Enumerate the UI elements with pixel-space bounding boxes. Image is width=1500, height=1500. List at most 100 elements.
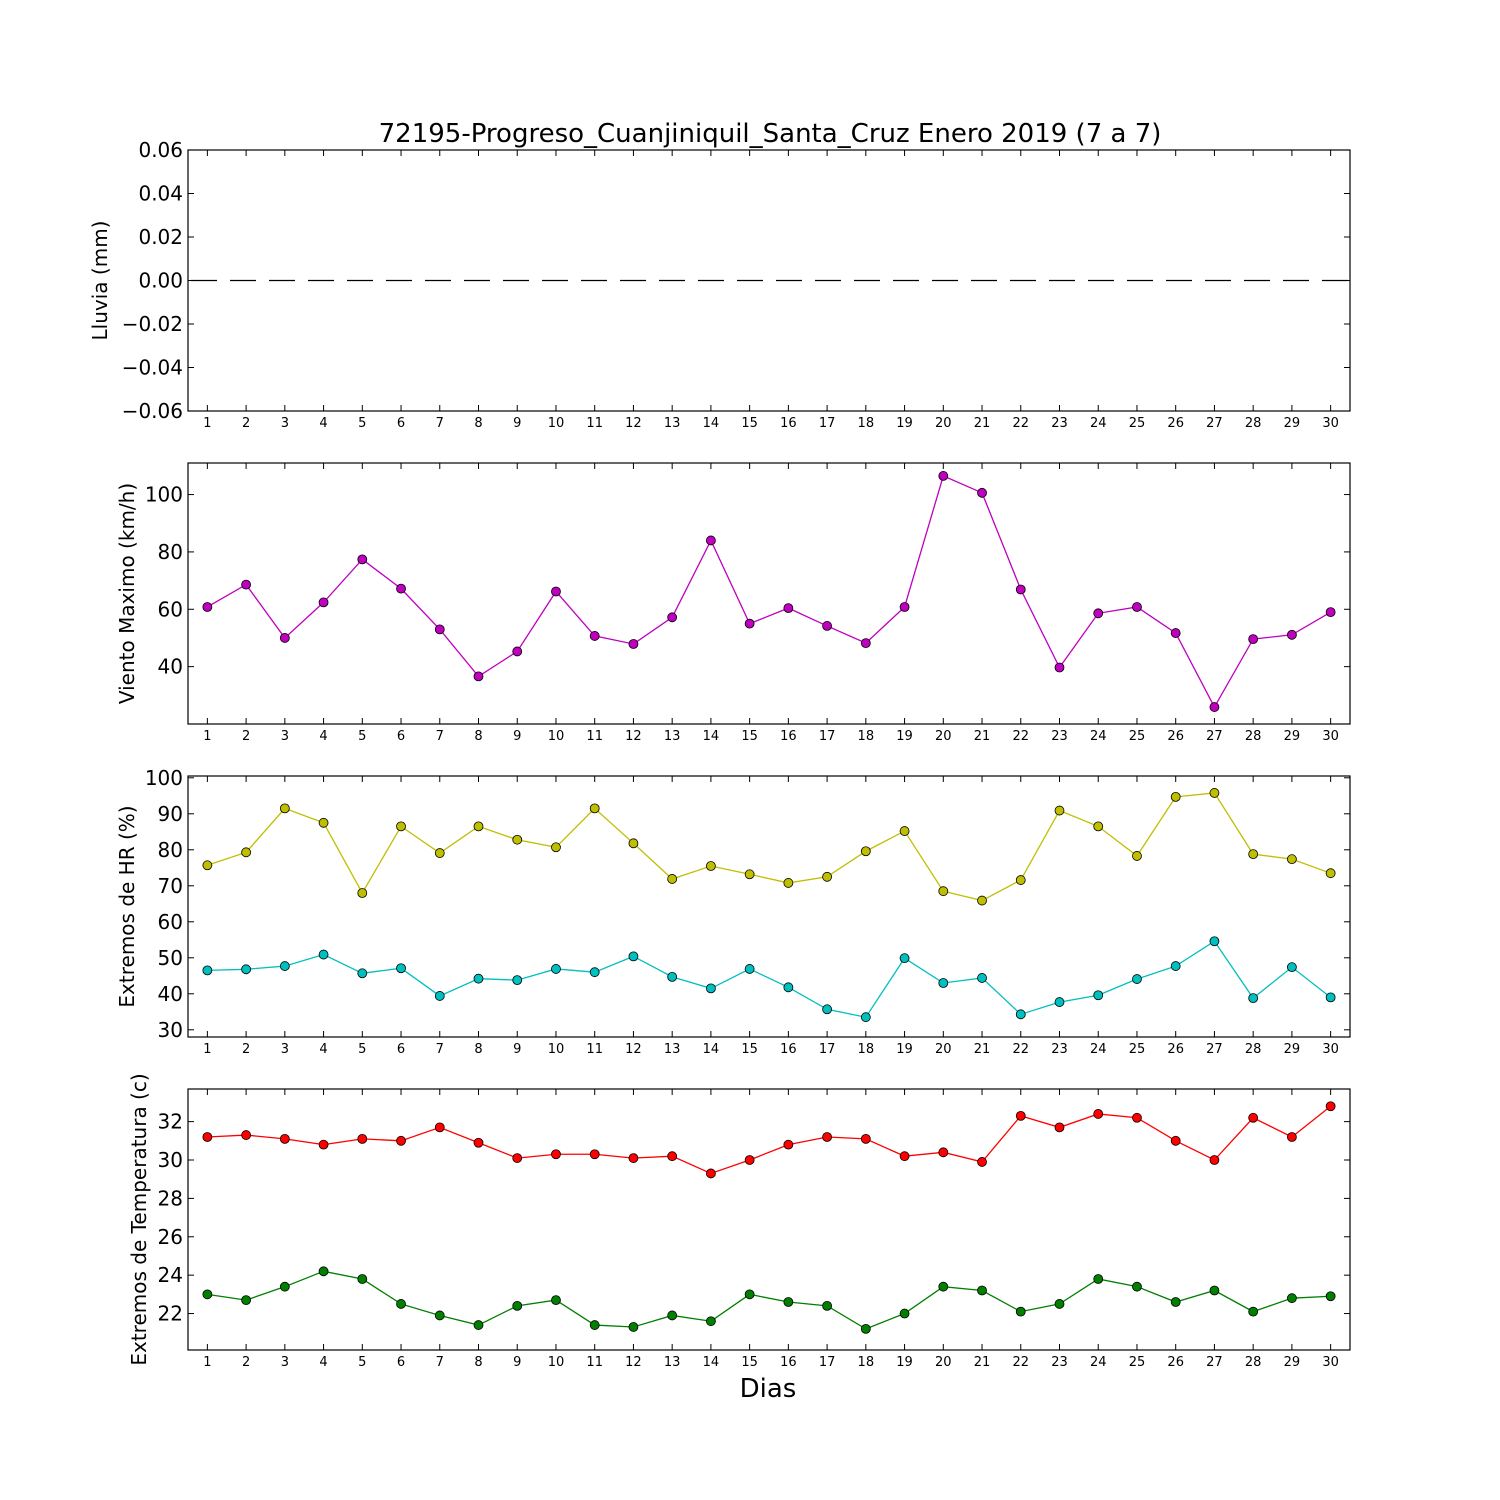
panels-group: −0.06−0.04−0.020.000.020.040.061 2 3 4 5 6 7 8 9… [88, 138, 1351, 1370]
data-point [628, 951, 639, 962]
y-tick-label: 0.02 [138, 225, 183, 249]
x-tick-label: 12 [625, 1355, 642, 1370]
axes-frame [187, 462, 1351, 725]
data-point [1209, 1155, 1220, 1165]
data-point [1132, 1112, 1142, 1123]
x-tick-label: 30 [1322, 416, 1339, 431]
x-tick-label: 23 [1051, 416, 1068, 431]
y-tick-label: 100 [145, 483, 183, 507]
x-tick-label: 27 [1206, 729, 1223, 744]
x-tick-label: 5 [358, 1355, 366, 1370]
data-point [744, 869, 755, 880]
data-point [1054, 997, 1065, 1007]
data-point [899, 602, 910, 612]
x-tick-label: 10 [548, 1042, 565, 1057]
data-point [706, 1168, 716, 1179]
x-tick-label: 4 [319, 1042, 327, 1057]
x-tick-label: 16 [780, 416, 797, 431]
x-tick-label: 6 [397, 1355, 405, 1370]
data-point [512, 646, 523, 657]
data-point [1054, 805, 1065, 816]
data-point [1170, 791, 1181, 802]
data-point [1209, 702, 1220, 712]
data-point [1132, 974, 1142, 984]
x-tick-label: 13 [664, 416, 681, 431]
x-tick-label: 14 [703, 729, 720, 744]
series-line-2 [207, 940, 1332, 1018]
series-line-2 [207, 1270, 1331, 1330]
data-point [202, 602, 213, 612]
x-tick-label: 30 [1322, 1042, 1339, 1057]
y-tick-label: 70 [158, 874, 183, 898]
x-tick-label: 25 [1129, 1355, 1146, 1370]
data-point [783, 982, 794, 993]
data-point [357, 554, 368, 565]
data-point [589, 967, 600, 978]
data-point [318, 597, 329, 608]
x-tick-label: 23 [1051, 729, 1068, 744]
x-tick-label: 13 [664, 1355, 681, 1370]
data-point [667, 612, 678, 623]
x-tick-label: 17 [819, 416, 836, 431]
data-point [860, 846, 871, 857]
x-tick-label: 9 [513, 1355, 521, 1370]
y-axis-label: Extremos de HR (%) [115, 805, 139, 1007]
y-tick-label: 28 [158, 1186, 183, 1210]
y-tick-label: −0.02 [122, 312, 183, 336]
data-point [434, 1310, 445, 1321]
x-tick-label: 5 [358, 416, 366, 431]
y-axis-label: Lluvia (mm) [88, 221, 112, 341]
series-line-1 [207, 475, 1331, 709]
x-tick-label: 2 [242, 1042, 250, 1057]
data-point [241, 847, 252, 858]
x-tick-label: 26 [1167, 1042, 1184, 1057]
data-point [1093, 1274, 1104, 1284]
data-point [551, 1149, 561, 1160]
x-tick-label: 24 [1090, 1355, 1107, 1370]
data-point [1170, 1297, 1181, 1307]
data-point [1287, 1293, 1297, 1304]
data-point [1170, 1135, 1181, 1146]
data-point [1325, 1291, 1336, 1302]
x-tick-label: 1 [203, 416, 211, 431]
y-tick-label: 60 [158, 910, 183, 934]
data-point [1132, 602, 1142, 612]
data-point [706, 1316, 716, 1327]
x-tick-label: 19 [896, 416, 913, 431]
data-point [1170, 961, 1181, 971]
x-tick-label: 1 [203, 1042, 211, 1057]
x-tick-label: 12 [625, 416, 642, 431]
data-point [1015, 875, 1026, 885]
data-point [589, 803, 600, 814]
x-tick-label: 25 [1129, 416, 1146, 431]
data-point [822, 871, 832, 882]
data-point [899, 1308, 910, 1319]
x-tick-label: 30 [1322, 729, 1339, 744]
x-tick-label: 10 [548, 729, 565, 744]
data-point [318, 817, 329, 828]
data-point [667, 874, 678, 884]
x-tick-label: 18 [858, 729, 875, 744]
data-point [551, 586, 561, 597]
data-point [241, 1295, 252, 1306]
y-tick-label: 0.00 [138, 269, 183, 293]
data-point [279, 633, 290, 643]
x-tick-label: 12 [625, 1042, 642, 1057]
data-point [1287, 1132, 1297, 1142]
x-tick-label: 3 [281, 1042, 289, 1057]
data-point [279, 1281, 290, 1292]
data-point [396, 1135, 406, 1146]
data-point [473, 1320, 484, 1330]
x-tick-label: 28 [1245, 729, 1262, 744]
x-tick-label: 29 [1284, 416, 1301, 431]
data-point [1248, 1306, 1259, 1317]
data-point [1209, 788, 1220, 798]
y-tick-label: 50 [158, 946, 183, 970]
data-point [396, 583, 406, 594]
x-tick-label: 3 [281, 416, 289, 431]
data-point [357, 968, 368, 979]
x-tick-label: 24 [1090, 416, 1107, 431]
data-point [202, 1289, 213, 1300]
y-axis-label: Extremos de Temperatura (c) [127, 1073, 151, 1365]
